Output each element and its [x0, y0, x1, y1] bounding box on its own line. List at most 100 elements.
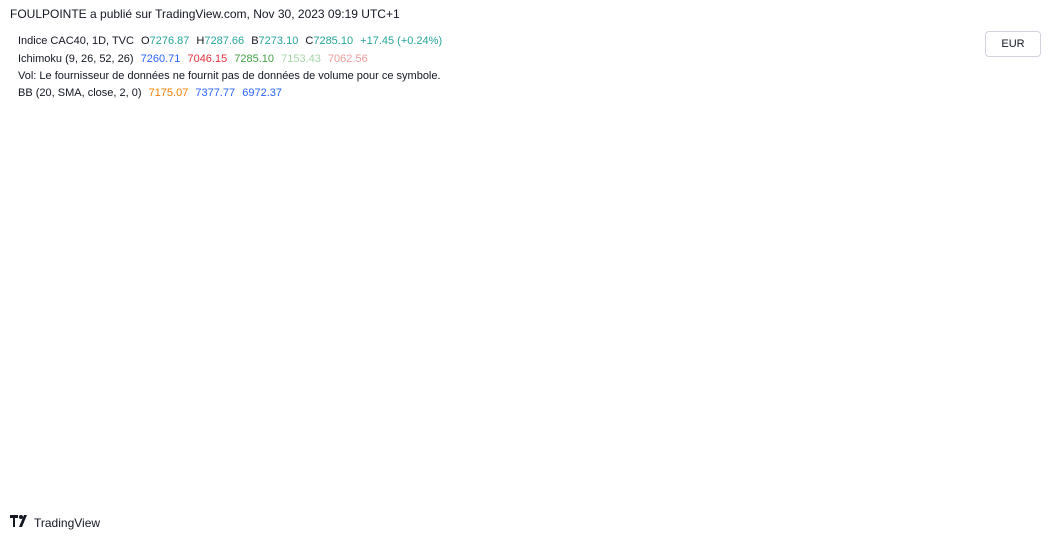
cloud-segment [82, 118, 95, 131]
currency-button[interactable]: EUR [985, 31, 1041, 57]
candle-body [344, 152, 354, 155]
open-value: O7276.87 [141, 35, 190, 47]
candle-body [101, 338, 111, 368]
cloud-segment [59, 118, 71, 136]
candle-body [182, 238, 192, 256]
price-tag-symbol: CAC40 [941, 122, 976, 134]
x-tick-label: Déc [562, 487, 582, 499]
x-tick-label: 13 [337, 487, 349, 499]
cloud-segment [105, 118, 118, 136]
cloud-segment [535, 229, 547, 262]
candle-body [54, 373, 64, 394]
candle-body [43, 333, 53, 336]
cloud-segment [175, 126, 187, 185]
candle-body [170, 255, 180, 294]
symbol-name: Indice CAC40, 1D, TVC [18, 35, 134, 47]
cloud-segment [140, 118, 153, 173]
cloud-segment [210, 152, 222, 213]
x-tick-label: Nov [200, 487, 220, 499]
ichimoku-spanb-value: 7062.56 [327, 53, 368, 65]
x-tick-label: 2024 [875, 487, 900, 499]
cloud-segment [465, 229, 477, 316]
cloud-segment [198, 149, 211, 202]
cloud-segment [442, 229, 454, 328]
tradingview-logo-icon [10, 515, 30, 530]
cloud-segment [616, 212, 628, 230]
y-tick-label: 6800.00 [990, 400, 1030, 412]
candle-body [20, 270, 30, 279]
cloud-segment [488, 229, 501, 316]
y-tick-label: 7300.00 [990, 113, 1030, 125]
bb-fill [13, 73, 431, 440]
level-label: 7237 points [579, 134, 651, 149]
x-tick-label: 16 [7, 487, 19, 499]
candle-body [147, 350, 157, 382]
y-tick-label: 7000.00 [990, 285, 1030, 297]
cloud-segment [500, 229, 512, 311]
publisher-line: FOULPOINTE a publié sur TradingView.com,… [10, 7, 400, 21]
brand-name: TradingView [34, 515, 101, 530]
candle-body [426, 126, 436, 132]
ichimoku-legend[interactable]: Ichimoku (9, 26, 52, 26) 7260.71 7046.15… [18, 53, 372, 65]
candle-body [321, 155, 331, 179]
bb-upper-value: 7377.77 [195, 87, 236, 99]
candle-body [263, 232, 273, 242]
candle-body [333, 149, 343, 156]
cloud-segment [152, 121, 164, 179]
cloud-segment [593, 229, 605, 242]
candle-body [252, 241, 262, 251]
cloud-segment [384, 229, 396, 308]
candle-body [228, 227, 238, 259]
x-tick-label: 11 [667, 487, 678, 499]
ichimoku-chikou-value: 7285.10 [234, 53, 275, 65]
cloud-segment [372, 229, 385, 291]
ichimoku-span-b-line [13, 116, 651, 255]
level-label: 7104 points [759, 210, 831, 225]
cloud-segment [221, 155, 234, 213]
cloud-segment [523, 229, 535, 291]
cloud-segment [407, 229, 419, 319]
cloud-segment [604, 218, 617, 233]
cloud-segment [303, 207, 315, 230]
cloud-segment [326, 229, 338, 253]
cloud-segment [511, 229, 524, 305]
cloud-segment [337, 229, 350, 271]
candle-body [159, 330, 169, 339]
ichimoku-kijun-line [13, 177, 432, 303]
price-tag-symbol-bg [938, 118, 980, 135]
bb-basis-value: 7175.07 [148, 87, 189, 99]
x-tick-label: 20 [419, 487, 431, 499]
cloud-segment [268, 175, 280, 216]
cloud-segment [639, 204, 651, 253]
cloud-segment [349, 229, 361, 279]
candle-body [356, 138, 366, 145]
cloud-segment [291, 184, 303, 222]
cloud-segment [129, 118, 141, 162]
candle-body [414, 135, 424, 153]
cloud-segment [245, 161, 257, 213]
symbol-legend[interactable]: Indice CAC40, 1D, TVC O7276.87 H7287.66 … [18, 35, 446, 47]
cloud-segment [163, 124, 176, 182]
ichimoku-name: Ichimoku (9, 26, 52, 26) [18, 53, 134, 65]
candle-body [66, 373, 76, 394]
y-tick-label: 7100.00 [990, 228, 1030, 240]
ichimoku-kijun-value: 7046.15 [187, 53, 228, 65]
volume-note: Vol: Le fournisseur de données ne fourni… [18, 70, 441, 82]
close-value: C7285.10 [305, 35, 354, 47]
y-tick-label: 6900.00 [990, 342, 1030, 354]
candle-body [112, 341, 122, 382]
cloud-segment [47, 118, 60, 137]
cloud-segment [117, 118, 129, 147]
y-tick-label: 7400.00 [990, 56, 1030, 68]
cloud-segment [430, 229, 443, 334]
cloud-segment [279, 181, 292, 219]
bb-name: BB (20, SMA, close, 2, 0) [18, 87, 142, 99]
cloud-segment [256, 169, 269, 216]
cloud-segment [546, 229, 559, 253]
level-label: 7370 points. [570, 52, 645, 67]
ichimoku-span-a-line [12, 125, 652, 335]
ichimoku-chikou-line [12, 123, 361, 171]
candle-body [136, 387, 146, 394]
candle-body [275, 175, 285, 228]
bb-legend[interactable]: BB (20, SMA, close, 2, 0) 7175.07 7377.7… [18, 87, 286, 99]
